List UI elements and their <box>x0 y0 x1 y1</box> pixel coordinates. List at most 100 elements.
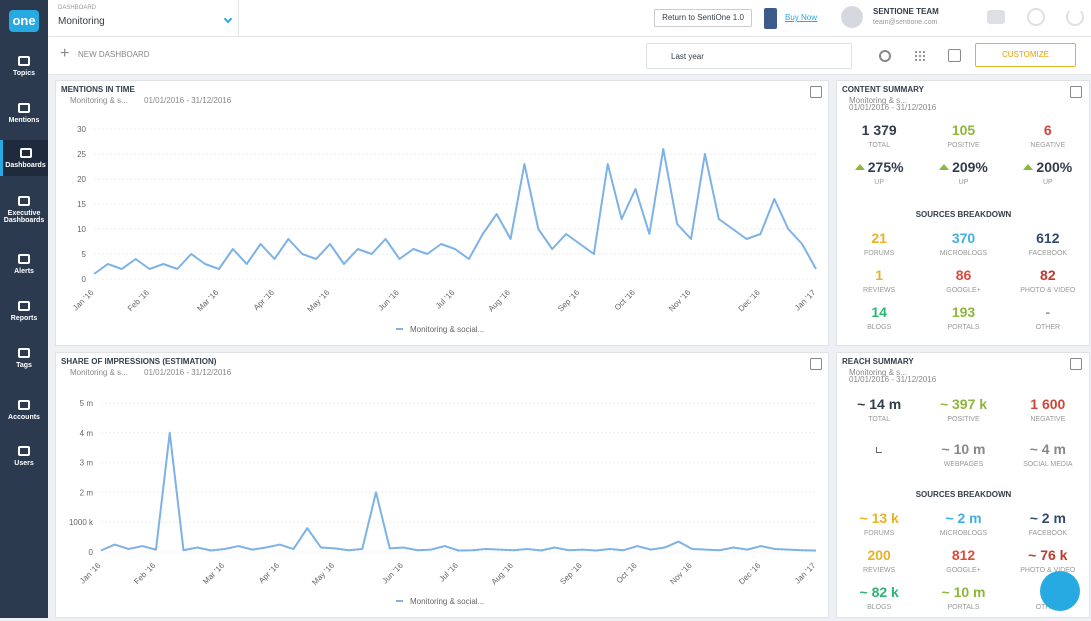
stat-label: POSITIVE <box>947 416 980 423</box>
stat: ~ 397 k POSITIVE <box>921 396 1005 433</box>
nav-item[interactable]: Reports <box>0 293 48 329</box>
return-button[interactable]: Return to SentiOne 1.0 <box>654 9 752 27</box>
avatar <box>841 6 863 28</box>
dashboard-select[interactable]: Monitoring <box>58 16 105 27</box>
stat-value: ~ 2 m <box>945 510 982 526</box>
stat-value-row: 14 <box>837 304 921 320</box>
stat-value: ~ 4 m <box>1029 441 1066 457</box>
dropdown-caret <box>223 14 233 24</box>
line-series <box>93 148 817 275</box>
widget-date: 01/01/2016 - 31/12/2016 <box>849 103 937 112</box>
stat-value-row: 86 <box>921 267 1005 283</box>
stat-label: NEGATIVE <box>1030 142 1066 149</box>
nav-label: Alerts <box>14 268 34 275</box>
stat: 105 POSITIVE <box>921 122 1005 159</box>
export-icon[interactable] <box>948 49 961 62</box>
stat-value: 275% <box>867 159 904 175</box>
logout-icon[interactable] <box>1066 8 1084 26</box>
stat-label: REVIEWS <box>863 567 896 574</box>
stat-value: 86 <box>955 267 972 283</box>
stat: 275% UP <box>837 159 921 196</box>
x-tick-label: Sep '16 <box>558 561 584 587</box>
stat-value-row: 82 <box>1006 267 1090 283</box>
widget-menu[interactable] <box>1070 86 1082 98</box>
stat-value: 21 <box>871 230 887 246</box>
stat-value-row: 275% <box>837 159 921 175</box>
stat-grid: 275% UP 209% UP 200% UP <box>837 159 1090 196</box>
chart: 0 5 10 15 20 25 30 Jan '16 Feb '16 Mar '16 Apr '16… <box>71 125 818 334</box>
stat: 612 FACEBOOK <box>1006 230 1090 267</box>
stat: 209% UP <box>921 159 1005 196</box>
x-tick-label: Jan '16 <box>71 288 96 313</box>
widget-menu[interactable] <box>810 358 822 370</box>
stat-label: OTHER <box>1035 324 1061 331</box>
nav-item[interactable]: Alerts <box>0 246 48 282</box>
nav-item[interactable]: Executive Dashboards <box>0 188 48 228</box>
nav-icon <box>18 400 30 410</box>
nav-label: Executive Dashboards <box>3 210 45 224</box>
stat-value-row: ~ 76 k <box>1006 547 1090 563</box>
stat-label: BLOGS <box>867 604 892 611</box>
up-arrow <box>1023 164 1034 170</box>
nav-item[interactable]: Topics <box>0 48 48 84</box>
stat-label: PHOTO & VIDEO <box>1020 287 1076 294</box>
stat: ~ 82 k BLOGS <box>837 584 921 621</box>
plus-icon: + <box>60 45 70 62</box>
stat: ~ 2 m MICROBLOGS <box>921 510 1005 547</box>
x-tick-label: Sep '16 <box>556 288 582 314</box>
stat-grid: ~ 14 m TOTAL ~ 397 k POSITIVE 1 600 NEGATIVE <box>837 396 1090 433</box>
sidebar: one Topics Mentions Dashboards Executive Da… <box>0 0 48 618</box>
nav-item[interactable]: Dashboards <box>0 140 48 176</box>
stat-value-row: ~ 82 k <box>837 584 921 600</box>
stat-value: 1 379 <box>861 122 897 138</box>
nav-item[interactable]: Users <box>0 438 48 474</box>
nav-icon <box>19 148 32 158</box>
grid-icon[interactable] <box>914 50 926 62</box>
x-tick-label: Jul '16 <box>437 561 460 584</box>
stat-value: ~ 82 k <box>859 584 899 600</box>
stat-value: 6 <box>1043 122 1052 138</box>
stat-label: WEBPAGES <box>943 461 984 468</box>
stat-value: 1 600 <box>1030 396 1066 412</box>
nav-item[interactable]: Tags <box>0 340 48 376</box>
impressions-widget: SHARE OF IMPRESSIONS (ESTIMATION) Monito… <box>55 352 829 618</box>
stat-value: 200% <box>1036 159 1073 175</box>
section-title: SOURCES BREAKDOWN <box>915 210 1012 219</box>
new-dashboard[interactable]: NEW DASHBOARD <box>78 50 150 59</box>
stat-label: UP <box>874 179 885 186</box>
nav-label: Tags <box>16 362 32 369</box>
y-tick-label: 5 m <box>80 399 94 408</box>
inbox-icon[interactable] <box>987 10 1005 24</box>
logo[interactable]: one <box>9 10 39 32</box>
nav-label: Mentions <box>8 117 40 124</box>
header: DASHBOARD Monitoring Return to SentiOne … <box>48 0 1091 37</box>
period-select[interactable] <box>646 43 852 69</box>
stat-value-row: ~ 2 m <box>921 510 1005 526</box>
stat-label: MICROBLOGS <box>939 530 988 537</box>
y-tick-label: 4 m <box>80 429 94 438</box>
stat: ~ 10 m PORTALS <box>921 584 1005 621</box>
help-icon[interactable] <box>1027 8 1045 26</box>
stat-value-row: 200 <box>837 547 921 563</box>
widget-source: Monitoring & s... <box>849 96 907 105</box>
nav-item[interactable]: Accounts <box>0 392 48 428</box>
nav-item[interactable]: Mentions <box>0 95 48 131</box>
y-tick-label: 15 <box>77 200 86 209</box>
period-label: Last year <box>671 52 704 61</box>
stat-value-row: 612 <box>1006 230 1090 246</box>
stat-value: ~ 14 m <box>857 396 902 412</box>
stat-value-row: 200% <box>1006 159 1090 175</box>
refresh-icon[interactable] <box>879 50 891 62</box>
x-tick-label: Mar '16 <box>201 561 226 586</box>
buy-now-link[interactable]: Buy Now <box>785 13 818 22</box>
stat-label: FACEBOOK <box>1028 530 1068 537</box>
chat-button[interactable] <box>1040 571 1080 611</box>
widget-menu[interactable] <box>1070 358 1082 370</box>
widget-menu[interactable] <box>810 86 822 98</box>
stat: 21 FORUMS <box>837 230 921 267</box>
customize-button[interactable]: CUSTOMIZE <box>975 43 1076 67</box>
stat: 200 REVIEWS <box>837 547 921 584</box>
stat-value-row: 1 379 <box>837 122 921 138</box>
up-arrow <box>854 164 865 170</box>
nav-label: Reports <box>10 315 38 322</box>
